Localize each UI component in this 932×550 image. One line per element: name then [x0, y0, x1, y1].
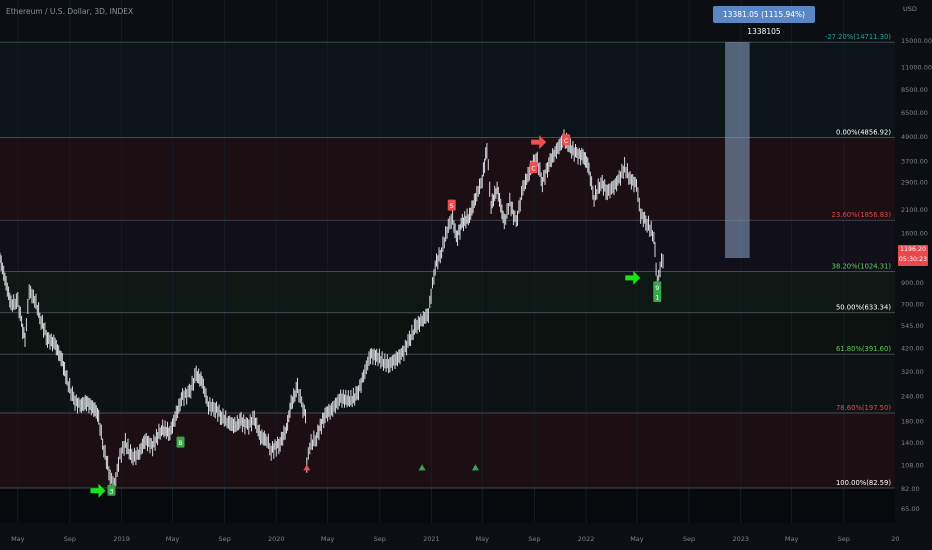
- price-tick-label: 140.00: [901, 439, 924, 447]
- signal-badge-label: 3: [109, 487, 113, 495]
- price-tick-label: 4900.00: [901, 133, 928, 141]
- time-tick-label: Sep: [64, 535, 76, 543]
- time-tick-label: Sep: [838, 535, 850, 543]
- price-tick-label: 320.00: [901, 368, 924, 376]
- price-series: [0, 129, 664, 493]
- signal-badge: C: [529, 162, 538, 174]
- fib-band: [0, 271, 895, 313]
- fib-level-label: 100.00%(82.59): [836, 479, 891, 487]
- price-tick-label: 15000.00: [901, 37, 932, 45]
- price-tick-label: 420.00: [901, 345, 924, 353]
- fib-level-label: 50.00%(633.34): [836, 304, 891, 312]
- price-tick-label: 700.00: [901, 301, 924, 309]
- fib-levels: -27.20%(14711.30) 0.00%(4856.92) 23.60%(18…: [0, 33, 895, 489]
- price-tick-label: 108.00: [901, 461, 924, 469]
- signal-badge: S: [447, 199, 456, 211]
- fib-band: [0, 137, 895, 221]
- time-tick-label: 2019: [113, 535, 130, 543]
- signal-badge-label: B: [178, 439, 182, 447]
- signal-arrow-icon: [625, 270, 641, 285]
- signal-badge-label: C: [564, 137, 569, 145]
- price-bars: [0, 129, 664, 493]
- time-tick-label: May: [166, 535, 180, 543]
- time-tick-label: May: [321, 535, 335, 543]
- fib-level-label: -27.20%(14711.30): [825, 33, 891, 41]
- time-tick-label: 2022: [578, 535, 595, 543]
- signal-badge-label: 1: [655, 294, 659, 302]
- price-axis-bg: [895, 0, 932, 550]
- signal-badge: 1: [653, 291, 662, 303]
- time-tick-label: Sep: [218, 535, 230, 543]
- time-tick-label: Sep: [374, 535, 386, 543]
- fib-band: [0, 488, 895, 523]
- time-tick-label: May: [630, 535, 644, 543]
- price-tick-label: 1600.00: [901, 230, 928, 238]
- price-tick-label: 3700.00: [901, 157, 928, 165]
- signal-badge-label: C: [531, 165, 536, 173]
- chart-title: Ethereum / U.S. Dollar, 3D, INDEX: [6, 7, 134, 16]
- time-tick-label: Sep: [683, 535, 695, 543]
- signal-arrow-icon: [90, 483, 106, 498]
- last-price-badge: 1196.20 05:30:23: [898, 245, 928, 266]
- time-tick-label: 2020: [268, 535, 285, 543]
- fib-band: [0, 312, 895, 355]
- price-tick-label: 240.00: [901, 393, 924, 401]
- signal-badge: 9: [653, 281, 662, 293]
- fib-level-label: 38.20%(1024.31): [832, 262, 892, 270]
- price-tick-label: 900.00: [901, 279, 924, 287]
- time-tick-label: Sep: [528, 535, 540, 543]
- time-tick-label: 20: [891, 535, 899, 543]
- measure-box: [725, 42, 750, 259]
- price-tick-label: 11000.00: [901, 64, 932, 72]
- time-axis: May Sep 2019 May Sep 2020 May Sep 2021 May Sep 2022…: [0, 528, 932, 550]
- price-tick-label: 65.00: [901, 505, 920, 513]
- time-tick-label: 2021: [423, 535, 440, 543]
- signal-badge-label: S: [450, 202, 454, 210]
- price-tick-label: 6500.00: [901, 109, 928, 117]
- signal-markers: 3 B S C C 9 1: [90, 134, 662, 498]
- price-tick-label: 8500.00: [901, 86, 928, 94]
- fib-band: [0, 42, 895, 138]
- fib-band: [0, 354, 895, 414]
- currency-label: USD: [903, 5, 917, 13]
- price-tick-label: 180.00: [901, 417, 924, 425]
- fib-level-label: 0.00%(4856.92): [836, 128, 891, 136]
- time-axis-bg: [0, 528, 932, 550]
- fib-level-label: 78.60%(197.50): [836, 404, 891, 412]
- signal-triangle-icon: [471, 464, 479, 471]
- price-tick-label: 2900.00: [901, 178, 928, 186]
- price-tick-label: 82.00: [901, 485, 920, 493]
- signal-badge: 3: [107, 484, 116, 496]
- fib-level-label: 61.80%(391.60): [836, 345, 891, 353]
- fib-band: [0, 413, 895, 489]
- time-tick-label: May: [11, 535, 25, 543]
- signal-badge: B: [176, 436, 185, 448]
- price-axis: 65.00 82.00 108.00 140.00 180.00 240.00 320.00…: [895, 0, 932, 550]
- fib-level-label: 23.60%(1856.83): [832, 211, 892, 219]
- last-price: 1196.20: [899, 246, 927, 253]
- signal-arrow-icon: [531, 135, 547, 150]
- time-tick-label: May: [476, 535, 490, 543]
- price-tick-label: 545.00: [901, 322, 924, 330]
- signal-triangle-icon: [418, 464, 426, 471]
- time-tick-label: 2023: [732, 535, 749, 543]
- time-tick-label: May: [785, 535, 799, 543]
- signal-triangle-icon: [303, 464, 311, 471]
- measure-label: 13381.05 (1115.94%) 1338105: [713, 6, 815, 36]
- signal-badge: C: [562, 134, 571, 146]
- bar-countdown: 05:30:23: [898, 256, 928, 263]
- price-tick-label: 2100.00: [901, 206, 928, 214]
- signal-badge-label: 9: [655, 284, 659, 292]
